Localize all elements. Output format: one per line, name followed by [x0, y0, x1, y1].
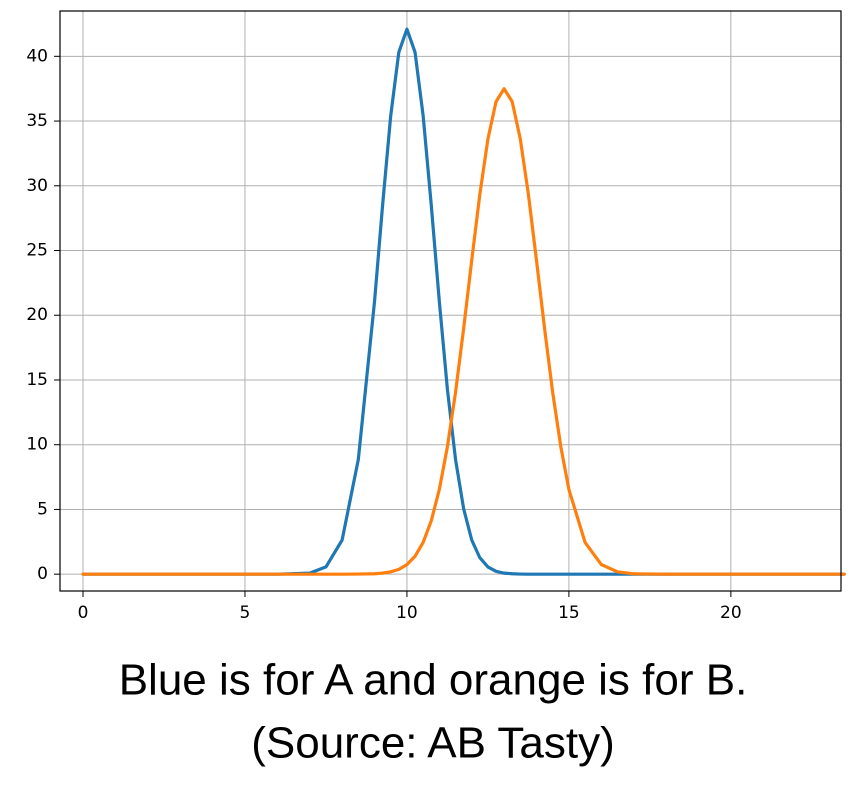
line-series — [81, 87, 846, 576]
x-tick-label: 15 — [558, 603, 580, 623]
x-tick-label: 10 — [396, 603, 418, 623]
line-series — [81, 27, 846, 576]
y-tick-label: 0 — [37, 564, 48, 584]
x-tick-label: 0 — [78, 603, 89, 623]
plot-frame — [59, 10, 842, 592]
y-tick-label: 15 — [26, 370, 48, 390]
y-tick-label: 10 — [26, 435, 48, 455]
caption-line: Blue is for A and orange is for B. — [119, 656, 748, 705]
x-tick-label: 20 — [720, 603, 742, 623]
y-tick-label: 40 — [26, 46, 48, 66]
x-tick-label: 5 — [240, 603, 251, 623]
y-tick-label: 30 — [26, 176, 48, 196]
y-tick-label: 25 — [26, 241, 48, 261]
caption-line: (Source: AB Tasty) — [251, 719, 615, 768]
y-tick-label: 5 — [37, 499, 48, 519]
y-tick-label: 35 — [26, 111, 48, 131]
y-tick-label: 20 — [26, 305, 48, 325]
